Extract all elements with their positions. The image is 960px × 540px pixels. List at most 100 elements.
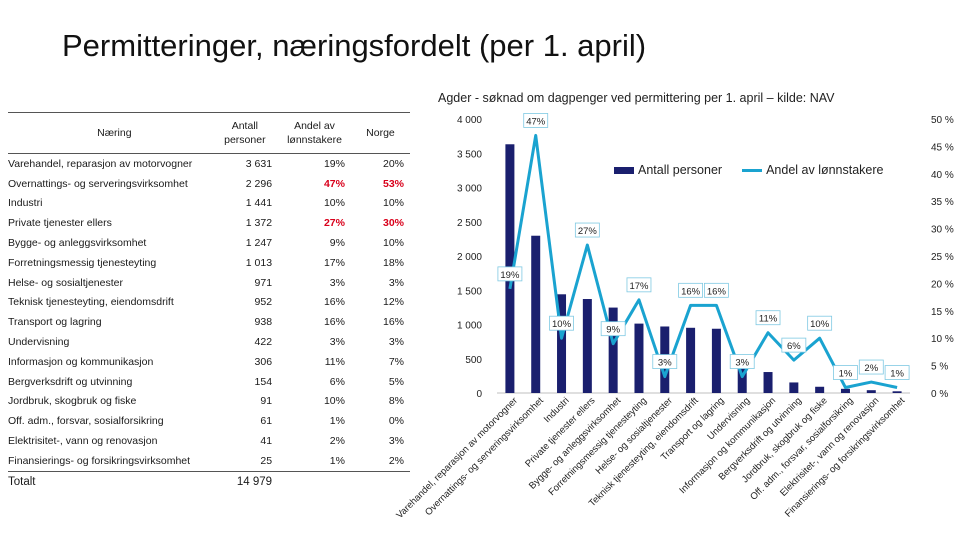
cell-antall: 971 [254, 276, 273, 289]
cell-andel: 3% [329, 276, 345, 289]
data-label-box [833, 365, 858, 380]
cell-norge: 16% [382, 316, 404, 329]
line-data-label: 3% [735, 358, 749, 369]
cell-antall: 91 [260, 395, 273, 408]
cell-norge: 2% [388, 454, 404, 467]
data-label-box [523, 113, 549, 128]
line-data-label: 3% [658, 358, 672, 369]
cell-naering: Transport og lagring [8, 316, 102, 329]
cell-naering: Varehandel, reparasjon av motorvogner [8, 157, 193, 170]
legend-bar-label: Antall personer [638, 163, 723, 177]
cell-andel: 9% [329, 237, 345, 250]
cell-antall: 3 631 [245, 157, 273, 170]
cell-antall: 1 013 [245, 256, 273, 269]
y-right-tick-label: 50 % [931, 115, 954, 126]
y-right-tick-label: 40 % [931, 170, 954, 181]
line-data-label-group: 1% [833, 365, 858, 380]
cell-andel: 17% [323, 256, 345, 269]
line-data-label: 1% [839, 369, 853, 380]
bar [789, 382, 799, 393]
legend-line-label: Andel av lønnstakere [766, 163, 884, 177]
line-data-label-group: 27% [574, 222, 600, 238]
bar [557, 294, 567, 393]
cell-antall: 154 [254, 375, 273, 388]
cell-norge: 3% [388, 336, 404, 349]
bar [892, 391, 902, 393]
cell-norge: 18% [382, 256, 404, 269]
line-data-label-group: 47% [523, 113, 549, 128]
cell-andel: 1% [329, 454, 345, 467]
cell-antall: 1 441 [245, 197, 273, 210]
cell-andel: 16% [323, 316, 345, 329]
line-data-label-group: 17% [626, 277, 652, 293]
table-row: Transport og lagring 938 16% 16% [8, 312, 410, 332]
header-antall: Antall personer [211, 112, 279, 154]
cell-andel: 2% [329, 435, 345, 448]
cell-norge: 30% [382, 217, 404, 230]
data-label-box [549, 315, 574, 331]
cell-naering: Jordbruk, skogbruk og fiske [8, 395, 137, 408]
data-label-box [704, 282, 729, 298]
table-row: Undervisning 422 3% 3% [8, 332, 410, 352]
table-row: Bergverksdrift og utvinning 154 6% 5% [8, 372, 410, 392]
header-naering: Næring [8, 112, 212, 154]
y-left-tick-label: 3 500 [457, 149, 482, 160]
cell-antall: 952 [254, 296, 273, 309]
total-label: Totalt [8, 470, 212, 492]
cell-naering: Forretningsmessig tjenesteyting [8, 256, 157, 269]
cell-antall: 422 [254, 336, 273, 349]
cell-norge: 10% [382, 197, 404, 210]
bar [582, 299, 592, 393]
bar [840, 388, 850, 393]
total-empty [350, 470, 410, 492]
cell-andel: 10% [323, 197, 345, 210]
table-row: Finansierings- og forsikringsvirksomhet 2… [8, 451, 410, 471]
cell-andel: 1% [329, 415, 345, 428]
y-left-tick-label: 3 000 [457, 184, 482, 195]
cell-andel: 3% [329, 336, 345, 349]
data-label-box [652, 354, 678, 369]
chart-legend: Antall personer Andel av lønnstakere [614, 163, 884, 177]
y-right-tick-label: 30 % [931, 225, 954, 236]
legend-bar-swatch [614, 166, 634, 174]
cell-antall: 61 [260, 415, 273, 428]
line-data-label-group: 9% [600, 321, 626, 337]
cell-antall: 1 372 [245, 217, 273, 230]
cell-antall: 2 296 [245, 177, 273, 190]
line-data-label: 47% [526, 116, 546, 127]
cell-antall: 41 [260, 435, 273, 448]
y-right-tick-label: 10 % [931, 334, 954, 345]
y-right-tick-label: 45 % [931, 142, 954, 153]
cell-naering: Bygge- og anleggsvirksomhet [8, 237, 147, 250]
bar [763, 372, 773, 393]
line-data-label-group: 19% [497, 266, 523, 282]
chart-title: Agder - søknad om dagpenger ved permitte… [438, 91, 835, 105]
cell-norge: 3% [388, 435, 404, 448]
line-data-label: 17% [629, 281, 649, 292]
table-row: Bygge- og anleggsvirksomhet 1 247 9% 10% [8, 233, 410, 253]
y-left-tick-label: 1 500 [457, 286, 482, 297]
total-antall: 14 979 [211, 470, 279, 492]
line-data-label: 10% [810, 319, 830, 330]
line-data-label-group: 16% [704, 282, 729, 298]
table-row: Private tjenester ellers 1 372 27% 30% [8, 213, 410, 233]
cell-norge: 8% [388, 395, 404, 408]
y-left-tick-label: 0 [476, 389, 482, 400]
y-left-tick-label: 4 000 [457, 115, 482, 126]
cell-norge: 7% [388, 355, 404, 368]
line-data-label-group: 10% [807, 315, 833, 331]
page-title: Permitteringer, næringsfordelt (per 1. a… [62, 28, 647, 63]
cell-norge: 3% [388, 276, 404, 289]
table-row: Helse- og sosialtjenester 971 3% 3% [8, 273, 410, 293]
cell-norge: 53% [382, 177, 404, 190]
cell-naering: Bergverksdrift og utvinning [8, 375, 133, 388]
line-data-label-group: 11% [755, 310, 781, 326]
data-label-box [678, 282, 703, 298]
y-left-tick-label: 1 000 [457, 321, 482, 332]
data-label-box [858, 359, 884, 375]
legend-line-swatch [742, 168, 763, 172]
industry-table: Næring Antall personer Andel av lønnstak… [8, 112, 410, 492]
cell-antall: 306 [254, 355, 273, 368]
y-right-tick-label: 15 % [931, 307, 954, 318]
cell-andel: 19% [323, 157, 345, 170]
